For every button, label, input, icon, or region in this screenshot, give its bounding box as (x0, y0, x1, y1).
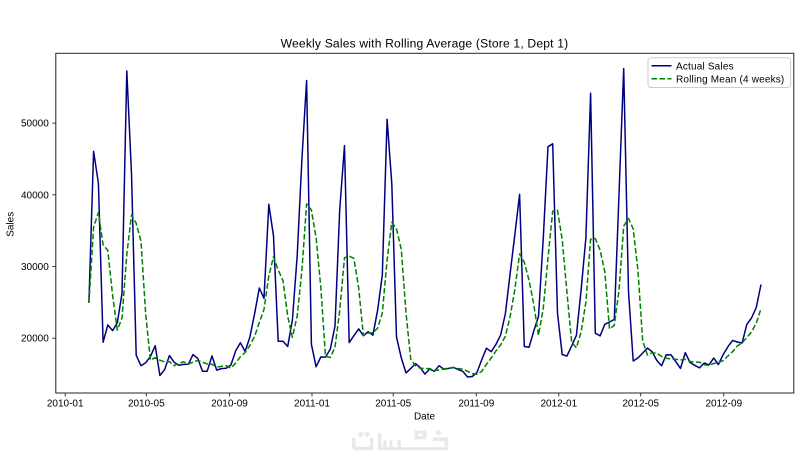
svg-text:30000: 30000 (21, 262, 49, 273)
svg-text:40000: 40000 (21, 190, 49, 201)
svg-text:Date: Date (414, 412, 436, 423)
svg-text:2011-05: 2011-05 (375, 399, 411, 410)
svg-text:2012-05: 2012-05 (622, 399, 659, 410)
svg-text:2012-09: 2012-09 (705, 399, 742, 410)
svg-text:2010-01: 2010-01 (47, 399, 84, 410)
svg-text:50000: 50000 (21, 119, 49, 130)
svg-text:Weekly Sales with Rolling Aver: Weekly Sales with Rolling Average (Store… (281, 37, 569, 51)
svg-text:2011-01: 2011-01 (294, 399, 330, 410)
svg-text:2010-05: 2010-05 (128, 399, 165, 410)
svg-text:Actual Sales: Actual Sales (676, 61, 734, 72)
svg-text:2010-09: 2010-09 (211, 399, 248, 410)
svg-text:20000: 20000 (21, 334, 49, 345)
svg-text:2012-01: 2012-01 (540, 399, 577, 410)
svg-text:2011-09: 2011-09 (458, 399, 494, 410)
svg-text:Sales: Sales (6, 212, 17, 237)
svg-text:Rolling Mean (4 weeks): Rolling Mean (4 weeks) (676, 74, 784, 85)
